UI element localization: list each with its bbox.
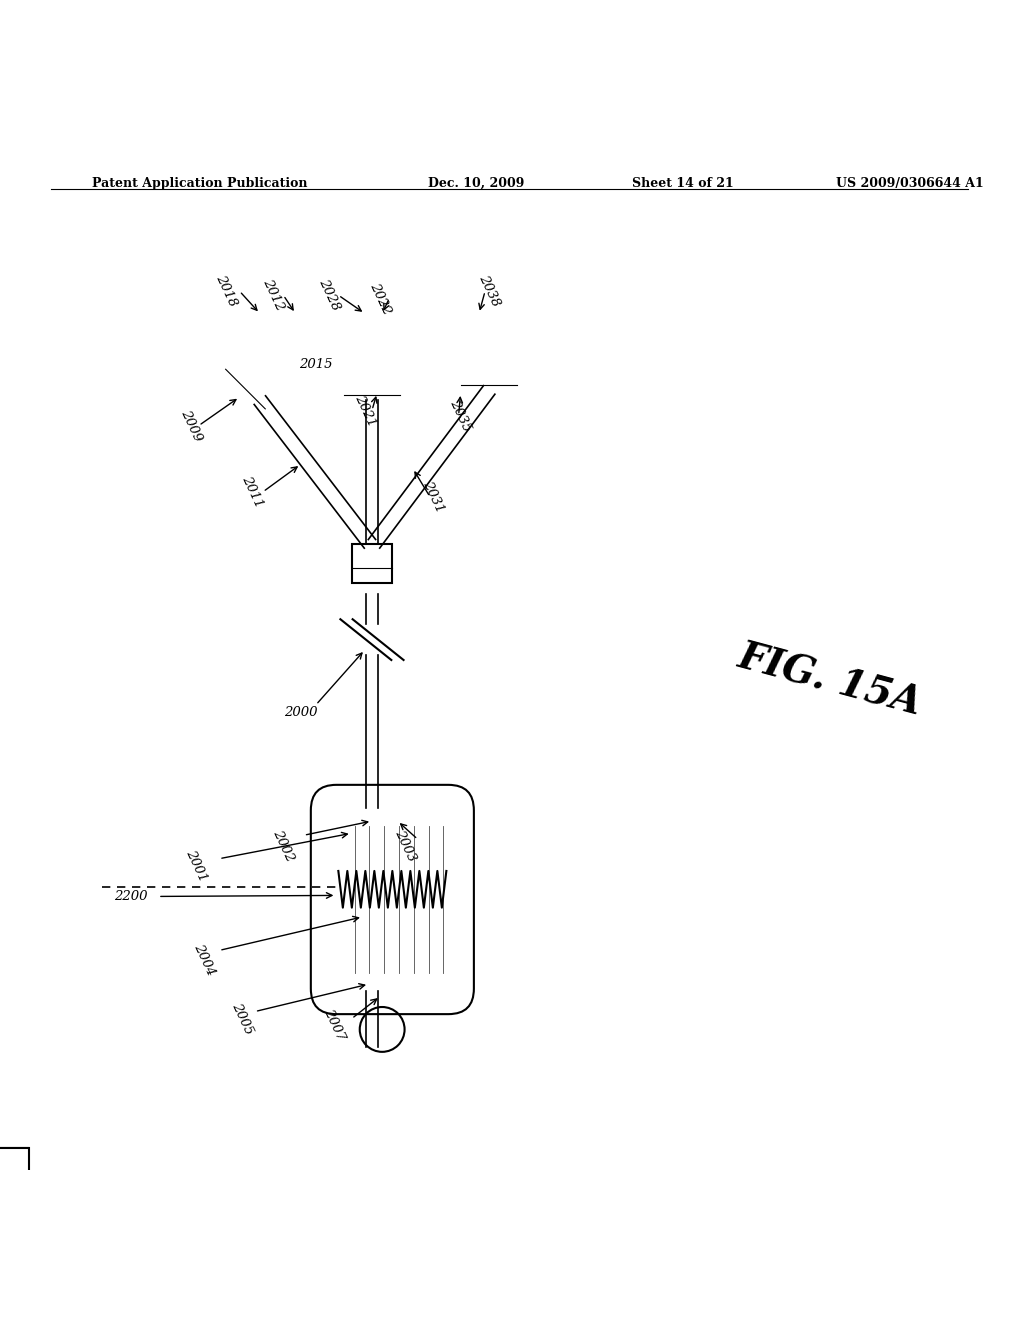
Text: Patent Application Publication: Patent Application Publication [92, 177, 307, 190]
Text: US 2009/0306644 A1: US 2009/0306644 A1 [836, 177, 983, 190]
FancyBboxPatch shape [311, 785, 474, 1014]
Text: 2035: 2035 [447, 397, 474, 433]
Text: 2021: 2021 [352, 392, 378, 428]
Text: Dec. 10, 2009: Dec. 10, 2009 [428, 177, 524, 190]
Text: 2018: 2018 [213, 273, 240, 309]
Text: 2200: 2200 [114, 890, 147, 903]
Text: 2031: 2031 [420, 479, 446, 515]
Text: 2011: 2011 [240, 474, 265, 510]
Text: 2005: 2005 [229, 1001, 256, 1036]
Text: FIG. 15A: FIG. 15A [734, 638, 926, 723]
Text: 2001: 2001 [183, 847, 210, 884]
Text: 2004: 2004 [190, 941, 217, 978]
Text: 2000: 2000 [284, 706, 317, 719]
Text: 2038: 2038 [476, 273, 502, 309]
Text: 2003: 2003 [392, 828, 419, 863]
Text: 2009: 2009 [178, 408, 205, 444]
Text: 2012: 2012 [260, 277, 286, 313]
FancyBboxPatch shape [73, 1179, 141, 1247]
Text: Sheet 14 of 21: Sheet 14 of 21 [632, 177, 733, 190]
Text: 2028: 2028 [316, 277, 342, 313]
Text: 2022: 2022 [368, 280, 393, 317]
FancyBboxPatch shape [351, 544, 392, 582]
FancyBboxPatch shape [0, 1148, 29, 1189]
Text: 2015: 2015 [299, 358, 333, 371]
Text: 2002: 2002 [270, 828, 296, 863]
FancyBboxPatch shape [0, 1148, 29, 1189]
Text: 2007: 2007 [322, 1007, 347, 1043]
